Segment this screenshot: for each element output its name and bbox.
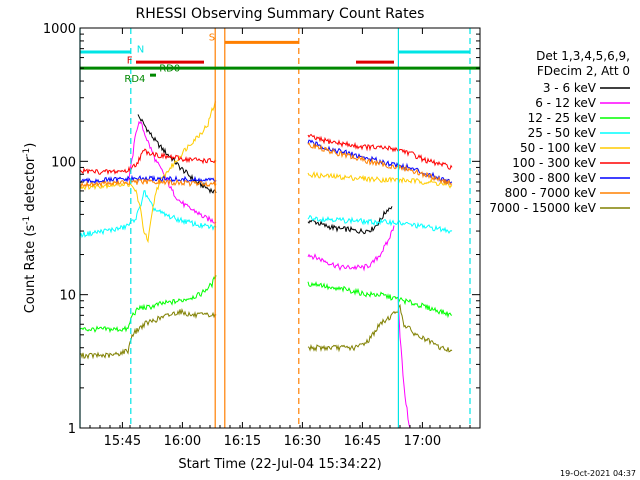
legend-header-2: FDecim 2, Att 0 <box>537 64 630 78</box>
x-axis-label: Start Time (22-Jul-04 15:34:22) <box>178 457 381 472</box>
series-3-line-1 <box>79 275 217 334</box>
series-5-line-2 <box>307 170 453 189</box>
y-axis: 1 10 100 1000 <box>43 22 480 437</box>
x-tick-label-2: 16:00 <box>164 434 201 449</box>
series-5-line-1 <box>79 101 217 244</box>
series-5 <box>79 101 453 244</box>
series-6-line-1 <box>79 148 217 176</box>
flag-label-f: F <box>127 56 133 67</box>
legend: Det 1,3,4,5,6,9,FDecim 2, Att 0 3 - 6 keV… <box>489 49 630 215</box>
series-4-line-2 <box>307 214 453 235</box>
flag-label-rd0: RD0 <box>159 64 180 75</box>
legend-label-3: 12 - 25 keV <box>528 111 597 125</box>
series-9-line-2 <box>307 303 453 353</box>
y-axis-label-main: Count Rate (s <box>23 225 38 314</box>
legend-label-7: 300 - 800 keV <box>512 171 596 185</box>
legend-label-4: 25 - 50 keV <box>528 126 597 140</box>
series-4 <box>79 190 453 239</box>
y-axis-label-mid: detector <box>23 156 38 216</box>
series-8-line-1 <box>79 178 217 189</box>
legend-label-5: 50 - 100 keV <box>520 141 597 155</box>
series-1-line-1 <box>137 114 217 195</box>
series-3 <box>79 275 453 334</box>
series-9 <box>79 303 453 360</box>
legend-label-1: 3 - 6 keV <box>543 81 597 95</box>
y-axis-label-end: ) <box>23 143 38 148</box>
chart-title: RHESSI Observing Summary Count Rates <box>136 6 425 22</box>
x-tick-label-4: 16:30 <box>284 434 321 449</box>
series-6 <box>79 133 453 176</box>
legend-header-1: Det 1,3,4,5,6,9, <box>536 49 630 63</box>
y-axis-label-sup1: -1 <box>22 216 32 225</box>
y-tick-label-2: 10 <box>59 289 76 304</box>
series-2 <box>127 120 411 429</box>
x-tick-label-6: 17:00 <box>404 434 441 449</box>
series-1-line-2 <box>307 206 393 235</box>
x-tick-label-1: 15:45 <box>104 434 141 449</box>
y-tick-label-4: 1000 <box>43 22 76 37</box>
series-2-line-2 <box>307 225 395 272</box>
timestamp: 19-Oct-2021 04:37 <box>560 469 636 478</box>
x-tick-label-3: 16:15 <box>224 434 261 449</box>
series-6-line-2 <box>307 133 453 170</box>
series-3-line-2 <box>307 280 453 319</box>
legend-label-6: 100 - 300 keV <box>512 156 596 170</box>
x-axis: 15:45 16:00 16:15 16:30 16:45 17:00 <box>79 28 481 449</box>
y-tick-label-1: 1 <box>68 422 76 437</box>
y-axis-label-sup2: -1 <box>22 148 32 157</box>
series-4-line-1 <box>79 190 217 239</box>
series-2-line-3 <box>397 296 411 429</box>
series-9-line-1 <box>79 307 217 360</box>
flag-layer: NF S RD0 RD4 <box>80 33 480 85</box>
flag-label-s: S <box>209 33 215 44</box>
x-tick-label-5: 16:45 <box>344 434 381 449</box>
y-axis-label: Count Rate (s-1 detector-1) <box>22 143 38 314</box>
legend-label-8: 800 - 7000 keV <box>505 186 597 200</box>
series-8-line-2 <box>307 142 453 186</box>
legend-label-9: 7000 - 15000 keV <box>489 201 596 215</box>
series-layer <box>79 101 453 429</box>
flag-label-rd4: RD4 <box>124 74 145 85</box>
flag-label-n: N <box>137 45 144 56</box>
series-1 <box>137 114 393 235</box>
series-2-line-1 <box>127 120 217 224</box>
y-tick-label-3: 100 <box>51 155 76 170</box>
series-8 <box>79 142 453 189</box>
legend-label-2: 6 - 12 keV <box>535 96 597 110</box>
